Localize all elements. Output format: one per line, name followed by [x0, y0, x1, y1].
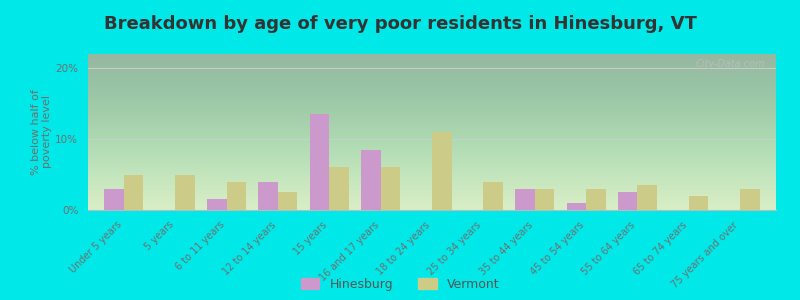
Bar [515, 189, 534, 210]
Bar [618, 192, 638, 210]
Legend: Hinesburg, Vermont: Hinesburg, Vermont [301, 278, 499, 291]
Bar [432, 132, 451, 210]
Bar [310, 114, 330, 210]
Bar [638, 185, 657, 210]
Bar [105, 189, 124, 210]
Bar [483, 182, 503, 210]
Bar [361, 150, 381, 210]
Text: Breakdown by age of very poor residents in Hinesburg, VT: Breakdown by age of very poor residents … [103, 15, 697, 33]
Bar [586, 189, 606, 210]
Bar [258, 182, 278, 210]
Bar [175, 175, 194, 210]
Bar [278, 192, 298, 210]
Bar [226, 182, 246, 210]
Bar [381, 167, 400, 210]
Bar [207, 200, 226, 210]
Bar [689, 196, 708, 210]
Bar [740, 189, 759, 210]
Bar [566, 203, 586, 210]
Text: City-Data.com: City-Data.com [696, 59, 766, 69]
Y-axis label: % below half of
poverty level: % below half of poverty level [31, 89, 53, 175]
Bar [534, 189, 554, 210]
Bar [330, 167, 349, 210]
Bar [124, 175, 143, 210]
